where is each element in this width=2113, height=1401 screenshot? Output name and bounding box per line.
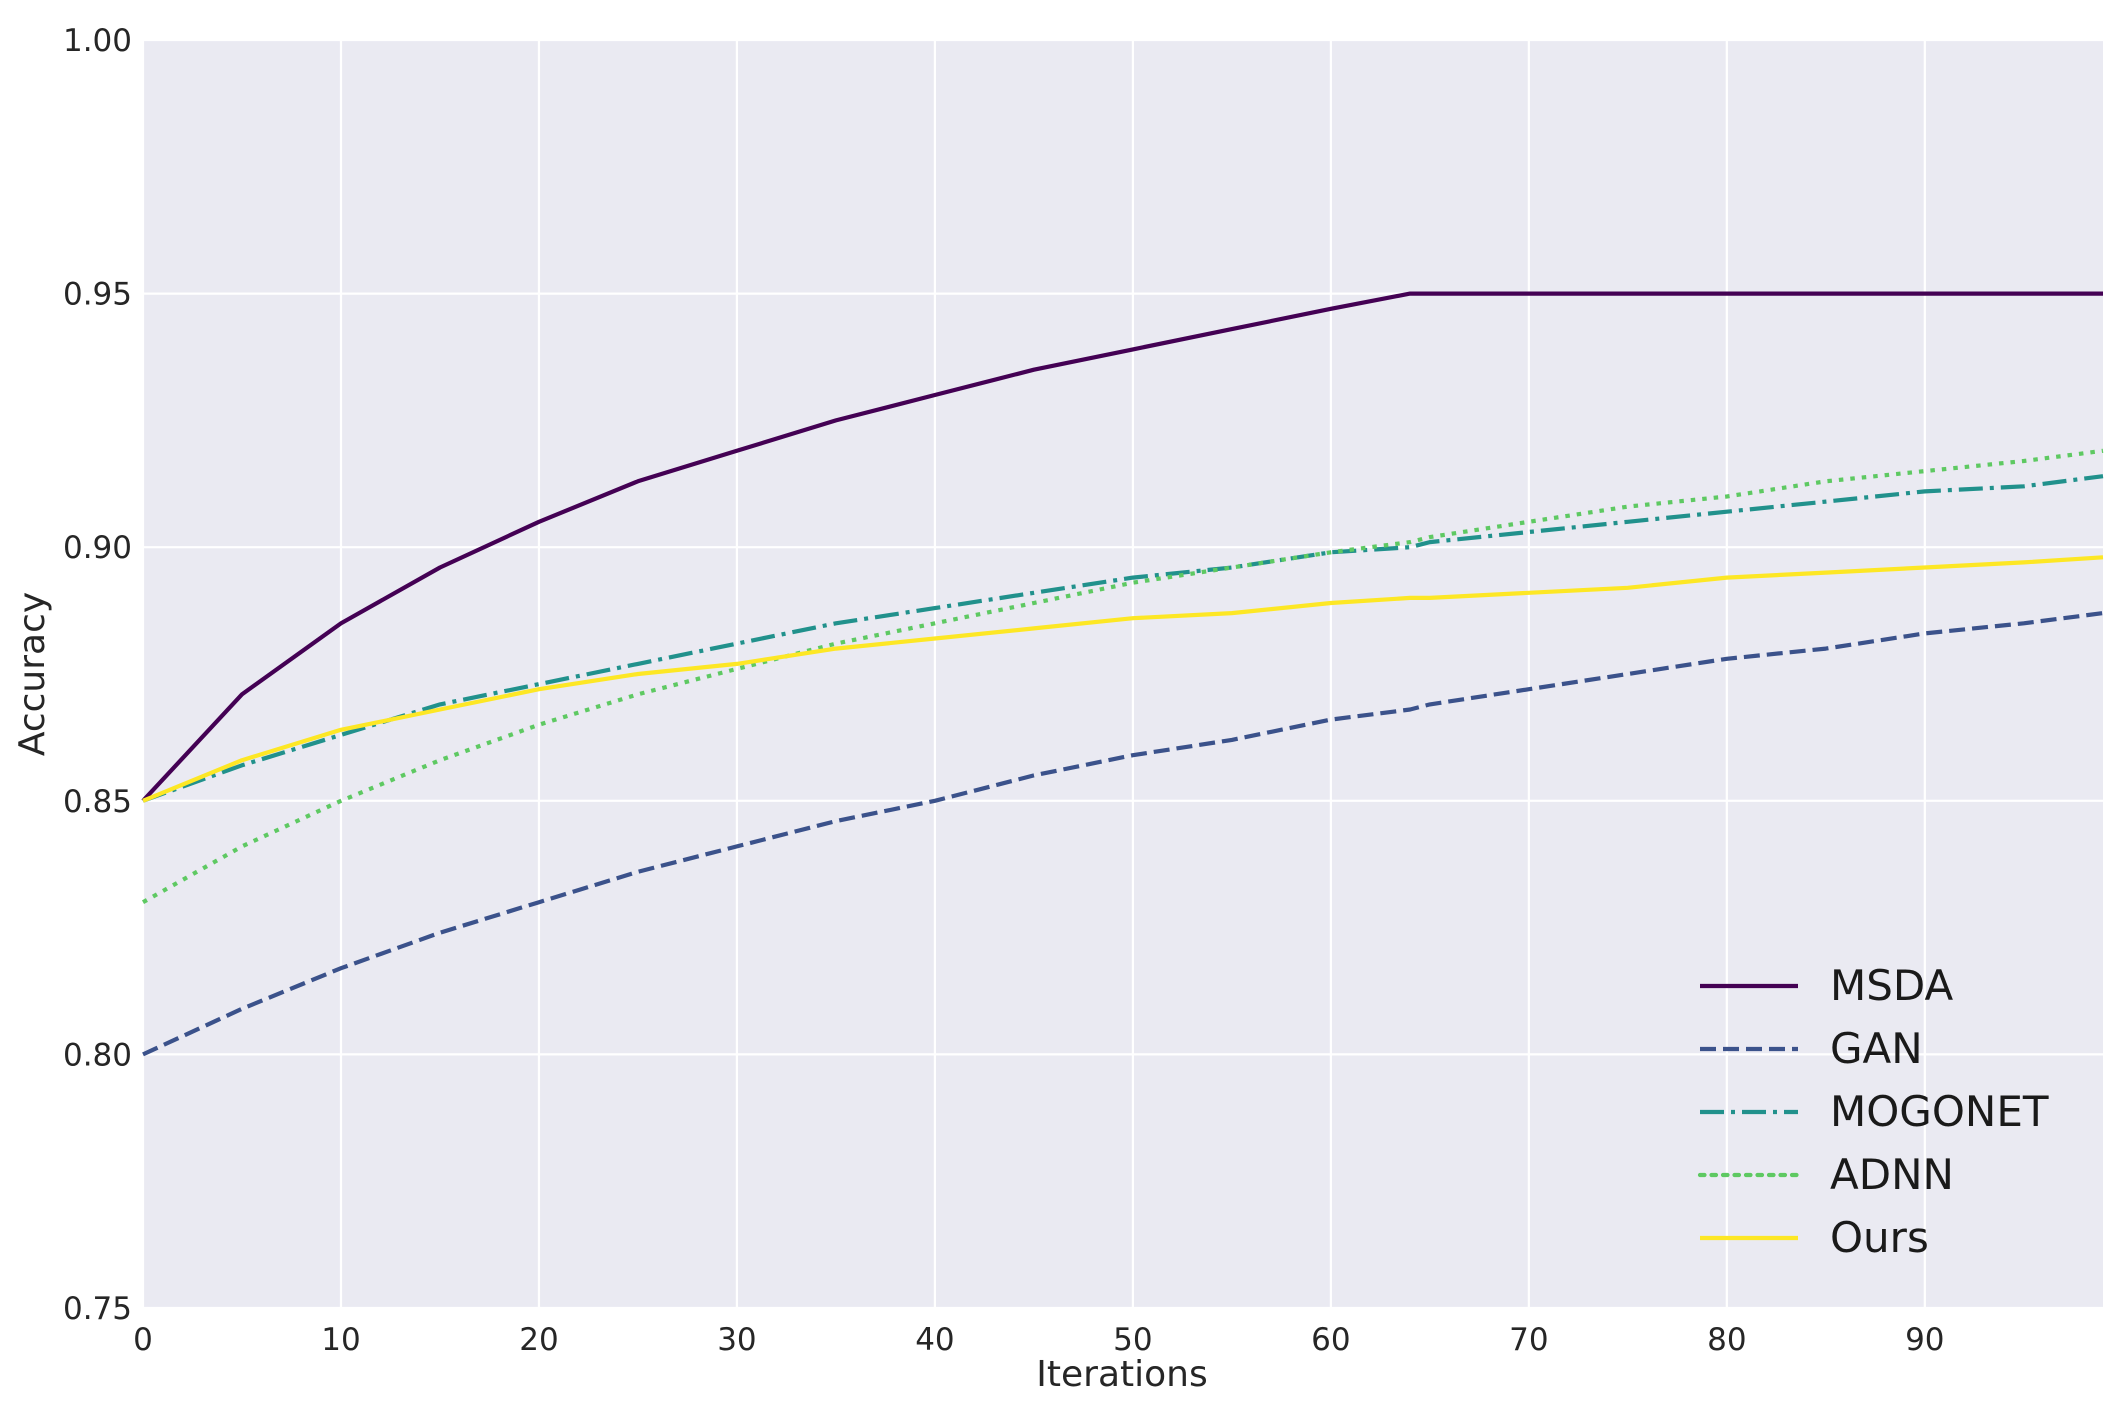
y-axis-label: Accuracy (12, 592, 53, 756)
x-tick-label: 70 (1509, 1322, 1548, 1358)
x-tick-label: 0 (133, 1322, 153, 1358)
grid-lines (141, 38, 2103, 1310)
x-tick-label: 30 (717, 1322, 756, 1358)
series-lines (141, 291, 2104, 1057)
series-line-mogonet (142, 474, 2104, 803)
y-tick-label: 0.90 (63, 530, 132, 566)
x-tick-labels: 0 10 20 30 40 50 60 70 80 90 (133, 1322, 1944, 1358)
x-tick-label: 80 (1707, 1322, 1746, 1358)
legend-item-ours: Ours (1700, 1213, 1929, 1262)
y-tick-label: 0.95 (63, 277, 132, 313)
legend-label: GAN (1830, 1024, 1923, 1073)
x-tick-label: 10 (321, 1322, 360, 1358)
legend-label: MOGONET (1830, 1087, 2049, 1136)
legend: MSDA GAN MOGONET ADNN Ours (1697, 961, 2049, 1262)
y-tick-labels: 0.75 0.80 0.85 0.90 0.95 1.00 (63, 23, 132, 1327)
y-tick-label: 0.75 (63, 1291, 132, 1327)
legend-label: ADNN (1830, 1150, 1954, 1199)
legend-label: MSDA (1830, 961, 1954, 1010)
series-line-gan (142, 611, 2104, 1057)
legend-item-adnn: ADNN (1697, 1150, 1954, 1199)
y-tick-label: 1.00 (63, 23, 132, 59)
legend-item-mogonet: MOGONET (1700, 1087, 2049, 1136)
series-line-msda (141, 291, 2103, 803)
legend-label: Ours (1830, 1213, 1929, 1262)
legend-item-gan: GAN (1700, 1024, 1923, 1073)
series-line-ours (142, 555, 2104, 803)
legend-item-msda: MSDA (1700, 961, 1954, 1010)
plot-area (143, 40, 2103, 1308)
x-tick-label: 40 (915, 1322, 954, 1358)
y-tick-label: 0.85 (63, 784, 132, 820)
x-tick-label: 60 (1311, 1322, 1350, 1358)
x-tick-label: 90 (1905, 1322, 1944, 1358)
y-tick-label: 0.80 (63, 1037, 132, 1073)
x-axis-label: Iterations (1036, 1354, 1207, 1395)
x-tick-label: 20 (519, 1322, 558, 1358)
x-tick-label: 50 (1113, 1322, 1152, 1358)
series-line-adnn (141, 448, 2104, 905)
